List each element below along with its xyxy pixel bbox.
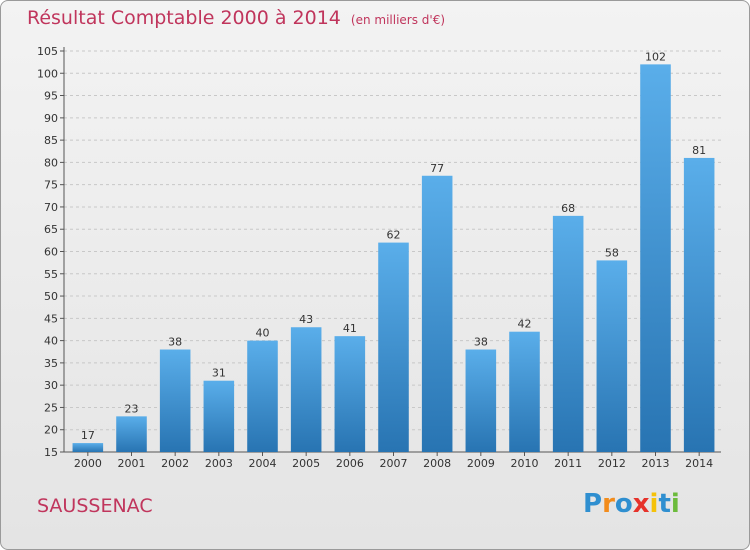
bar-2007 (378, 242, 409, 452)
bar-2000 (72, 443, 104, 452)
bar-2006 (334, 336, 366, 452)
logo-letter: i (670, 489, 680, 519)
data-label-2002: 38 (168, 336, 182, 349)
bar-2014 (683, 157, 715, 452)
x-tick-label-2006: 2006 (336, 457, 364, 470)
data-label-2014: 81 (692, 144, 706, 157)
y-tick-label: 90 (44, 112, 58, 125)
bar-2012 (596, 260, 628, 452)
bar-2010 (509, 331, 540, 452)
y-tick-label: 80 (44, 156, 58, 169)
x-tick-label-2013: 2013 (642, 457, 670, 470)
bars (72, 64, 715, 452)
logo-letter: P (583, 489, 603, 519)
y-tick-label: 105 (37, 45, 58, 58)
logo-letter: i (649, 489, 659, 519)
logo-letter: o (614, 489, 633, 519)
y-tick-label: 65 (44, 223, 58, 236)
title-main: Résultat Comptable 2000 à 2014 (27, 7, 341, 29)
x-tick-label-2000: 2000 (74, 457, 102, 470)
proxiti-logo[interactable]: Proxiti (583, 489, 680, 519)
y-tick-label: 75 (44, 179, 58, 192)
x-tick-label-2003: 2003 (205, 457, 233, 470)
y-tick-label: 40 (44, 335, 58, 348)
bar-2011 (552, 215, 584, 452)
y-tick-label: 20 (44, 424, 58, 437)
y-tick-label: 45 (44, 312, 58, 325)
bar-2004 (247, 340, 278, 452)
y-tick-label: 25 (44, 401, 58, 414)
logo-letter: r (602, 489, 615, 519)
y-tick-label: 30 (44, 379, 58, 392)
title-unit: (en milliers d'€) (350, 13, 446, 27)
x-tick-label-2009: 2009 (467, 457, 495, 470)
x-tick-label-2010: 2010 (511, 457, 539, 470)
data-label-2006: 41 (343, 322, 357, 335)
y-tick-label: 15 (44, 446, 58, 459)
x-tick-label-2005: 2005 (292, 457, 320, 470)
y-tick-label: 70 (44, 201, 58, 214)
data-label-2010: 42 (518, 318, 532, 331)
bar-2008 (421, 175, 453, 452)
y-tick-label: 100 (37, 67, 58, 80)
data-label-2001: 23 (125, 402, 139, 415)
y-tick-label: 95 (44, 90, 58, 103)
bar-2003 (203, 380, 235, 452)
labels: 15 20 25 30 35 40 45 50 55 60 65 70 75 80 85 90 95 100 105… (37, 45, 713, 470)
y-tick-label: 85 (44, 134, 58, 147)
x-tick-label-2011: 2011 (554, 457, 582, 470)
data-label-2008: 77 (430, 162, 444, 175)
chart-title: Résultat Comptable 2000 à 2014 (en millie… (27, 7, 445, 29)
bar-2002 (159, 349, 191, 452)
x-tick-label-2001: 2001 (118, 457, 146, 470)
x-tick-label-2012: 2012 (598, 457, 626, 470)
logo-letter: x (632, 489, 650, 519)
y-tick-label: 35 (44, 357, 58, 370)
data-label-2003: 31 (212, 367, 226, 380)
x-tick-label-2014: 2014 (685, 457, 713, 470)
data-label-2004: 40 (256, 327, 270, 340)
y-tick-label: 60 (44, 246, 58, 259)
y-tick-label: 50 (44, 290, 58, 303)
data-label-2013: 102 (645, 50, 666, 63)
bar-2005 (290, 327, 322, 452)
x-tick-label-2007: 2007 (380, 457, 408, 470)
data-label-2000: 17 (81, 429, 95, 442)
bar-2001 (116, 416, 147, 452)
data-label-2012: 58 (605, 246, 619, 259)
x-tick-label-2004: 2004 (249, 457, 277, 470)
data-label-2007: 62 (387, 229, 401, 242)
x-tick-label-2008: 2008 (423, 457, 451, 470)
bar-2013 (640, 64, 671, 452)
data-label-2011: 68 (561, 202, 575, 215)
logo-letter: t (658, 489, 671, 519)
data-label-2005: 43 (299, 313, 313, 326)
bar-2009 (465, 349, 497, 452)
x-tick-label-2002: 2002 (161, 457, 189, 470)
data-label-2009: 38 (474, 336, 488, 349)
commune-name: SAUSSENAC (37, 495, 153, 517)
y-tick-label: 55 (44, 268, 58, 281)
